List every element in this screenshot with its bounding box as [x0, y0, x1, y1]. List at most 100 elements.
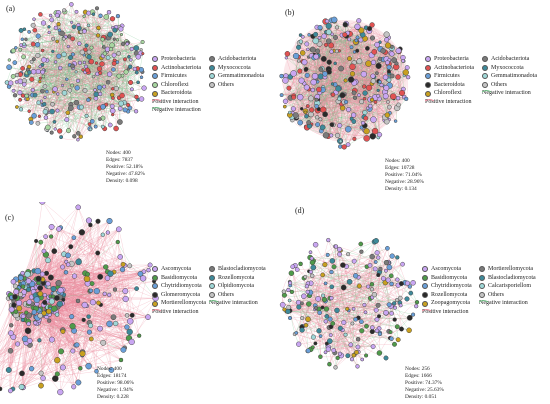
network-node [107, 270, 114, 277]
legend-item: Chloroflexi [152, 81, 201, 90]
network-node [71, 273, 78, 279]
network-node [354, 38, 359, 43]
network-node [129, 46, 134, 52]
positive-edge [42, 232, 108, 379]
stat-density: Density: 0.098 [106, 178, 138, 184]
edge-line-icon [152, 99, 161, 102]
network-node [307, 33, 311, 37]
network-node [30, 41, 36, 47]
network-node [95, 33, 101, 38]
positive-edge [341, 328, 402, 356]
network-node [106, 71, 113, 77]
positive-edge [298, 319, 378, 345]
network-node [384, 37, 390, 43]
negative-edge [69, 64, 139, 100]
positive-edge [13, 12, 110, 77]
network-node [120, 73, 125, 78]
legend-swatch-icon [152, 283, 158, 290]
network-node [363, 135, 370, 142]
network-node [124, 313, 130, 318]
positive-edge [307, 283, 314, 338]
negative-edge [322, 274, 400, 303]
network-node [42, 292, 47, 298]
network-node [40, 88, 45, 94]
network-node [47, 30, 51, 35]
negative-edge [24, 44, 122, 104]
network-node [106, 9, 112, 15]
network-graph-a [4, 2, 147, 142]
network-node [366, 106, 370, 110]
network-node [71, 235, 77, 241]
legend-item: Rozellomycota [209, 274, 266, 283]
network-node [63, 270, 69, 275]
network-node [279, 93, 284, 98]
negative-edge [289, 300, 299, 345]
network-graph-c [0, 202, 159, 396]
network-node [21, 54, 26, 60]
legend-positive: Positive interaction [425, 98, 472, 107]
node-layer [4, 2, 147, 142]
network-node [141, 52, 145, 56]
network-node [94, 61, 99, 65]
positive-edge [307, 319, 351, 345]
positive-edge [89, 42, 128, 99]
network-node [59, 364, 66, 371]
network-node [20, 37, 25, 42]
network-node [296, 44, 302, 50]
network-node [134, 70, 139, 75]
network-node [333, 35, 338, 40]
stats-a: Nodes: 400 Edges: 7837 Positive: 52.18% Neg… [106, 150, 145, 185]
network-node [356, 18, 362, 24]
network-node [308, 111, 314, 118]
network-node [386, 69, 391, 74]
network-node [383, 31, 390, 38]
positive-edge [71, 263, 156, 299]
network-node [17, 90, 23, 96]
network-node [91, 12, 96, 16]
positive-edge [69, 16, 107, 66]
network-node [76, 25, 82, 31]
network-node [20, 93, 26, 98]
network-node [318, 117, 323, 122]
network-node [335, 85, 342, 92]
network-node [65, 262, 71, 267]
network-node [123, 69, 129, 75]
network-node [42, 84, 48, 89]
negative-edge [289, 300, 377, 311]
network-node [366, 84, 373, 91]
network-node [404, 65, 410, 71]
network-node [49, 108, 55, 115]
network-node [349, 63, 356, 71]
network-node [109, 16, 116, 22]
network-node [324, 19, 330, 24]
legend-swatch-icon [152, 56, 158, 63]
network-node [56, 21, 61, 27]
positive-edge [292, 266, 373, 328]
positive-edge [15, 276, 144, 280]
legend-label: Actinobacteriota [161, 64, 201, 71]
positive-edge [282, 297, 401, 307]
legend-col2: Blastocladiomycota Rozellomycota Olpidiomy… [209, 265, 266, 299]
legend-item: Ascomycota [152, 265, 206, 274]
network-node [34, 238, 39, 244]
legend-swatch-icon [425, 90, 431, 97]
legend-swatch-icon [209, 283, 215, 290]
network-node [309, 107, 315, 113]
network-node [15, 341, 21, 347]
legend-item: Myxococcota [209, 64, 264, 73]
network-panel-b: (b) Proteobacteria Actinobacteriota Firmic… [275, 0, 550, 202]
network-node [86, 49, 92, 55]
legend-label: Basidiomycota [161, 274, 197, 281]
legend-item: Firmicutes [425, 72, 474, 81]
legend-a: Proteobacteria Actinobacteriota Firmicutes… [152, 55, 270, 127]
network-node [117, 119, 123, 125]
network-node [96, 300, 101, 306]
positive-edge [55, 331, 130, 379]
network-node [290, 70, 297, 77]
negative-edge [22, 48, 132, 96]
network-node [98, 117, 102, 121]
network-node [358, 27, 365, 34]
legend-item: Gemmatimonadota [482, 72, 537, 81]
stat-negative: Negative: 1.94% [97, 387, 134, 393]
network-node [6, 64, 12, 71]
